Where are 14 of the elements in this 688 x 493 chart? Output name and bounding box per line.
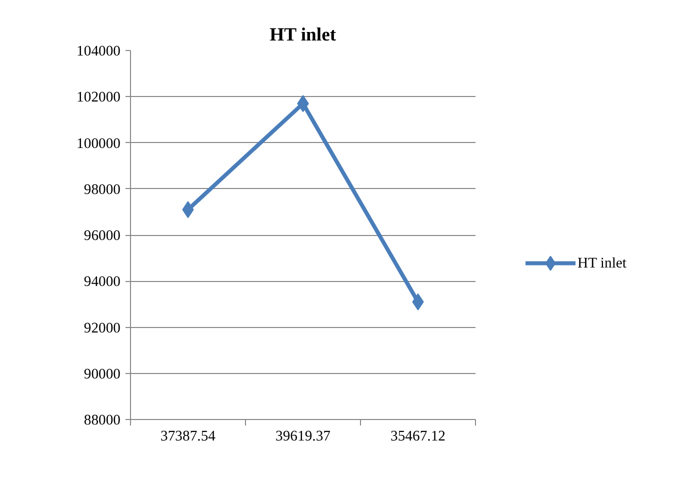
legend-label: HT inlet: [578, 255, 626, 272]
y-tick-label: 96000: [84, 228, 120, 244]
y-tick-label: 98000: [84, 182, 120, 198]
y-tick-label: 104000: [76, 44, 120, 60]
y-tick-label: 100000: [76, 136, 120, 152]
y-tick-label: 92000: [84, 320, 120, 336]
x-tick-label: 37387.54: [160, 428, 216, 444]
x-tick-label: 39619.37: [276, 428, 330, 444]
chart-title: HT inlet: [270, 24, 337, 46]
x-tick-label: 35467.12: [390, 428, 446, 444]
y-tick-label: 88000: [84, 412, 120, 428]
y-tick-label: 94000: [84, 274, 120, 290]
y-tick-label: 90000: [84, 366, 120, 382]
y-tick-label: 102000: [76, 90, 120, 106]
